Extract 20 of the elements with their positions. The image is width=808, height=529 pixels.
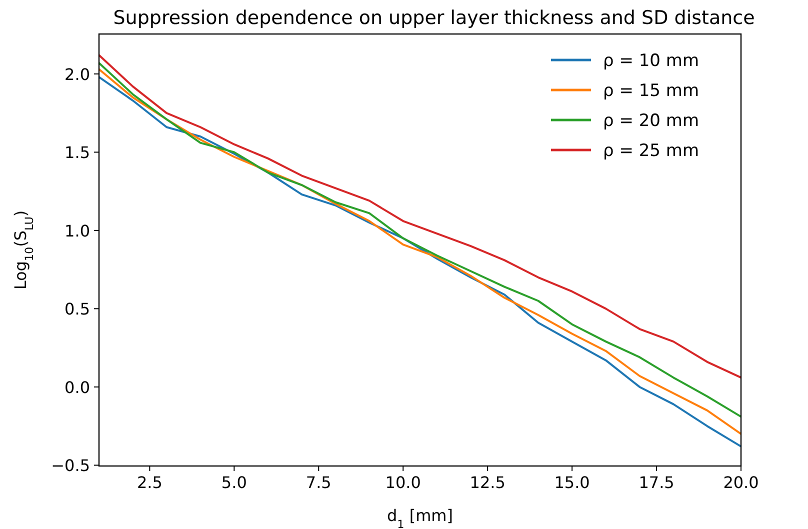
y-tick-label: 0.0 [64,378,90,397]
legend-label: ρ = 15 mm [603,81,699,101]
legend-label: ρ = 20 mm [603,111,699,131]
y-tick-label: 1.5 [64,143,90,162]
x-tick-label: 12.5 [470,473,506,492]
legend-label: ρ = 10 mm [603,51,699,71]
x-tick-label: 5.0 [221,473,247,492]
x-tick-label: 17.5 [638,473,674,492]
x-tick-label: 2.5 [136,473,162,492]
y-tick-label: 1.0 [64,221,90,240]
y-tick-label: 0.5 [64,300,90,319]
x-tick-label: 15.0 [554,473,590,492]
x-tick-label: 20.0 [723,473,759,492]
chart-title: Suppression dependence on upper layer thickness and SD distance [113,7,755,29]
x-tick-label: 7.5 [306,473,332,492]
x-axis-title: d$_{1}$ [mm] [386,506,454,529]
y-tick-label: −0.5 [51,456,90,476]
x-tick-label: 10.0 [385,473,421,492]
legend-label: ρ = 25 mm [603,141,699,161]
y-tick-label: 2.0 [64,64,90,84]
